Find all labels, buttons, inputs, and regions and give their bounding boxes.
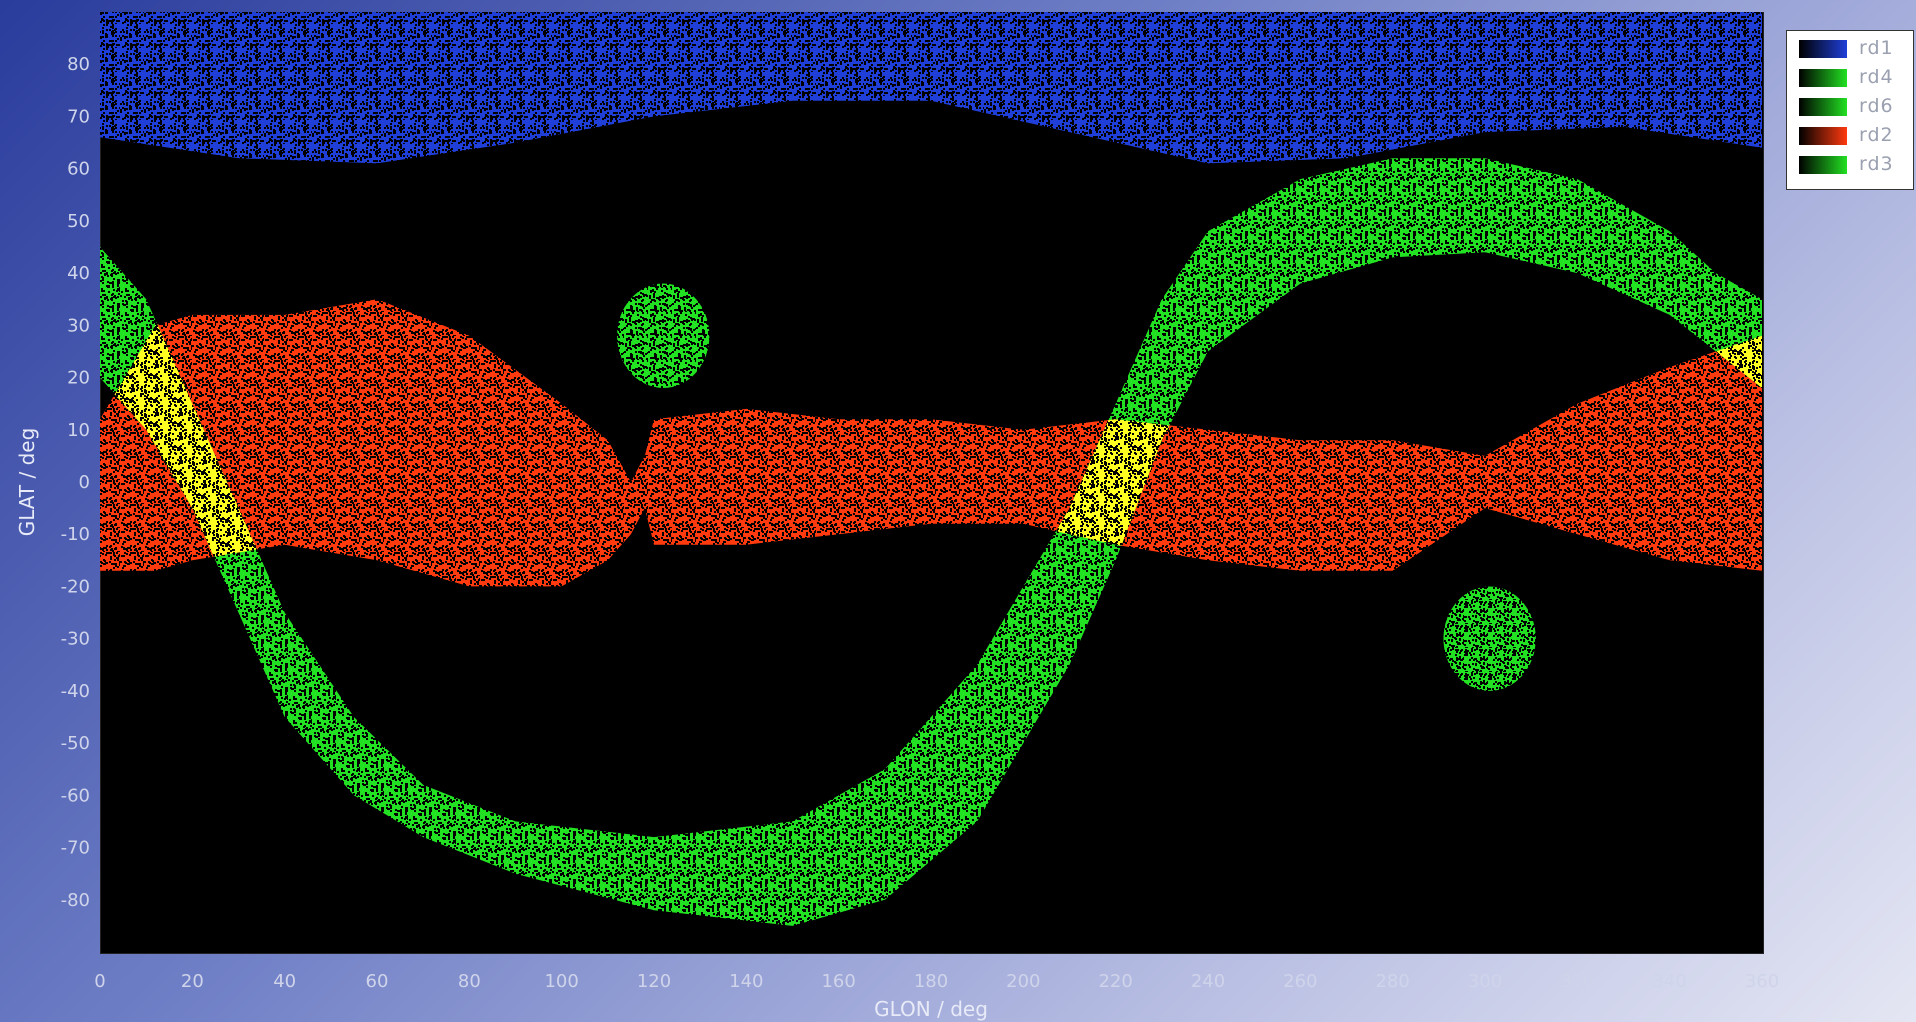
x-axis-label: GLON / deg bbox=[874, 997, 988, 1021]
series-rd4 bbox=[617, 283, 710, 388]
series-rd6 bbox=[1443, 586, 1536, 691]
y-tick-label: 80 bbox=[67, 54, 90, 75]
x-axis-ticks: 0 20 40 60 80 100 120 140 160 180 200 220 240 260 280 3… bbox=[94, 971, 1779, 992]
x-tick-label: 180 bbox=[914, 971, 948, 992]
y-tick-label: 60 bbox=[67, 159, 90, 180]
legend-label-rd6: rd6 bbox=[1859, 95, 1894, 117]
x-tick-label: 260 bbox=[1283, 971, 1317, 992]
x-tick-label: 140 bbox=[729, 971, 763, 992]
y-tick-label: -80 bbox=[61, 890, 90, 911]
x-tick-label: 200 bbox=[1006, 971, 1040, 992]
legend-swatch-rd4 bbox=[1799, 69, 1847, 87]
legend-entry-rd1[interactable]: rd1 bbox=[1795, 35, 1913, 63]
legend-entry-rd6[interactable]: rd6 bbox=[1795, 93, 1913, 121]
y-tick-label: 10 bbox=[67, 420, 90, 441]
x-tick-label: 60 bbox=[366, 971, 389, 992]
series-rd3 bbox=[100, 158, 1762, 926]
legend-label-rd1: rd1 bbox=[1859, 37, 1894, 59]
legend-label-rd2: rd2 bbox=[1859, 124, 1894, 146]
y-tick-label: 50 bbox=[67, 211, 90, 232]
x-tick-label: 80 bbox=[458, 971, 481, 992]
y-tick-label: 20 bbox=[67, 368, 90, 389]
legend-label-rd4: rd4 bbox=[1859, 66, 1894, 88]
x-tick-label: 300 bbox=[1468, 971, 1502, 992]
y-tick-label: -30 bbox=[61, 629, 90, 650]
y-tick-label: 0 bbox=[79, 472, 90, 493]
x-tick-label: 100 bbox=[544, 971, 578, 992]
y-axis-ticks: 80 70 60 50 40 30 20 10 0 -10 -20 -30 -40 -50 -60 -70 -8… bbox=[61, 54, 90, 911]
legend-label-rd3: rd3 bbox=[1859, 153, 1894, 175]
legend-entry-rd4[interactable]: rd4 bbox=[1795, 64, 1913, 92]
x-tick-label: 280 bbox=[1375, 971, 1409, 992]
legend-entry-rd2[interactable]: rd2 bbox=[1795, 122, 1913, 150]
y-tick-label: -20 bbox=[61, 576, 90, 597]
x-tick-label: 120 bbox=[637, 971, 671, 992]
y-tick-label: 70 bbox=[67, 106, 90, 127]
legend: rd1 rd4 rd6 rd2 rd3 bbox=[1786, 30, 1914, 190]
y-tick-label: 40 bbox=[67, 263, 90, 284]
y-tick-label: -40 bbox=[61, 681, 90, 702]
y-tick-label: 30 bbox=[67, 315, 90, 336]
y-tick-label: -50 bbox=[61, 733, 90, 754]
legend-swatch-rd3 bbox=[1799, 156, 1847, 174]
x-tick-label: 40 bbox=[273, 971, 296, 992]
x-tick-label: 320 bbox=[1560, 971, 1594, 992]
legend-swatch-rd6 bbox=[1799, 98, 1847, 116]
legend-swatch-rd2 bbox=[1799, 127, 1847, 145]
data-layer bbox=[100, 12, 1762, 926]
x-tick-label: 220 bbox=[1098, 971, 1132, 992]
legend-entry-rd3[interactable]: rd3 bbox=[1795, 151, 1913, 179]
x-tick-label: 160 bbox=[821, 971, 855, 992]
series-rd2 bbox=[100, 299, 1762, 587]
y-tick-label: -70 bbox=[61, 838, 90, 859]
x-tick-label: 0 bbox=[94, 971, 105, 992]
x-tick-label: 240 bbox=[1191, 971, 1225, 992]
y-axis-label: GLAT / deg bbox=[15, 428, 39, 537]
x-tick-label: 20 bbox=[181, 971, 204, 992]
y-tick-label: -10 bbox=[61, 524, 90, 545]
legend-swatch-rd1 bbox=[1799, 40, 1847, 58]
x-tick-label: 360 bbox=[1745, 971, 1779, 992]
x-tick-label: 340 bbox=[1652, 971, 1686, 992]
y-tick-label: -60 bbox=[61, 785, 90, 806]
series-rd1 bbox=[100, 12, 1762, 164]
